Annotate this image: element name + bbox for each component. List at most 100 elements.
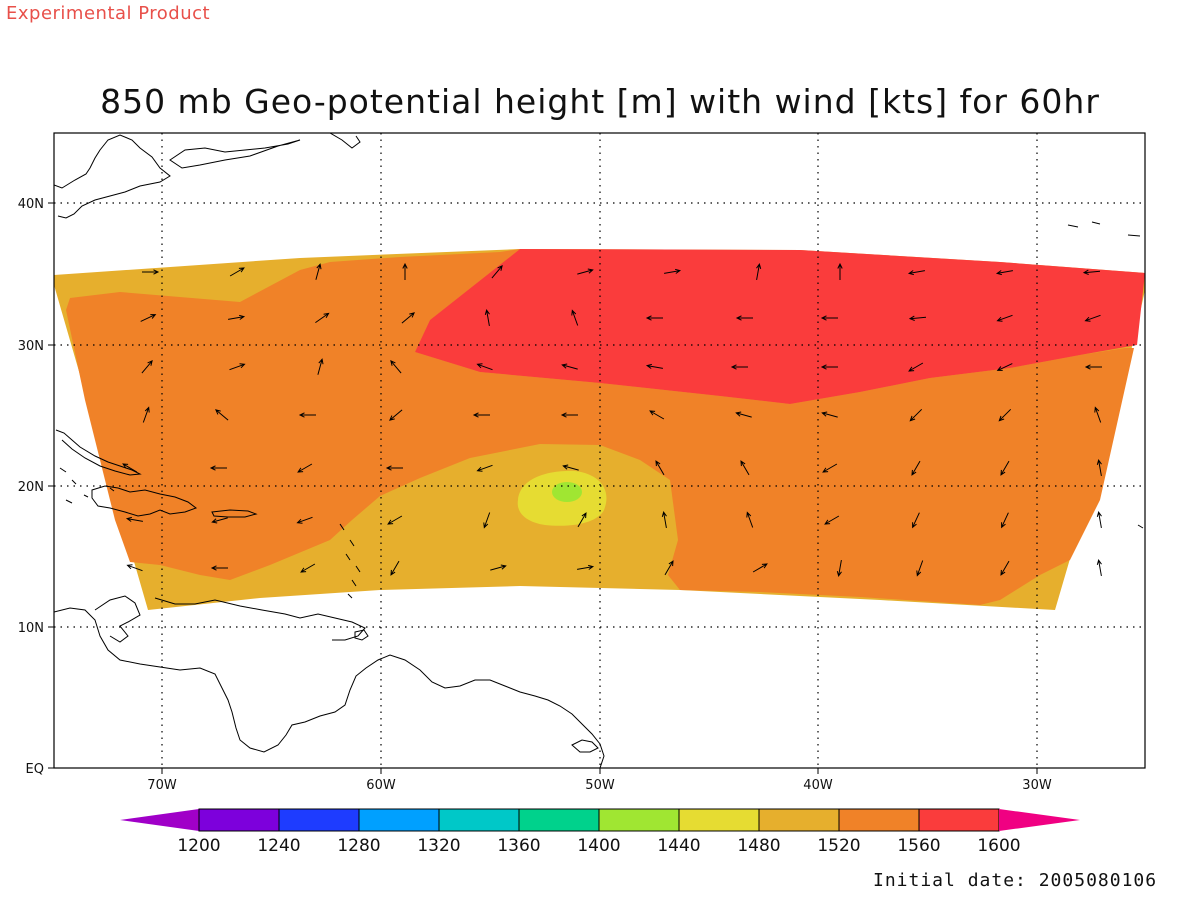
coastline-amazon-delta <box>571 739 599 753</box>
wind-arrow <box>484 308 490 326</box>
colorbar-label-1560: 1560 <box>897 836 940 856</box>
wind-arrow <box>822 463 838 473</box>
wind-arrow <box>571 309 579 326</box>
wind-arrow <box>210 565 228 571</box>
wind-arrow <box>476 363 493 371</box>
wind-arrow <box>908 315 927 321</box>
wind-arrow <box>837 262 843 280</box>
wind-arrow <box>315 263 322 280</box>
coastline-cape-verde <box>1137 524 1144 529</box>
colorbar-segment <box>598 808 680 832</box>
lat-label-40n: 40N <box>18 197 44 212</box>
wind-arrow <box>1096 558 1102 576</box>
colorbar-label-1320: 1320 <box>417 836 460 856</box>
wind-arrow <box>142 269 160 275</box>
colorbar-label-1200: 1200 <box>177 836 220 856</box>
wind-arrow <box>140 314 157 322</box>
wind-arrow <box>645 363 663 369</box>
colorbar-segment <box>758 808 840 832</box>
coastline-trinidad <box>354 629 369 641</box>
wind-arrow <box>664 560 674 576</box>
colorbar-label-1440: 1440 <box>657 836 700 856</box>
wind-arrow <box>907 270 925 276</box>
colorbar-segment <box>438 808 520 832</box>
wind-arrow <box>125 516 143 522</box>
wind-arrow <box>821 411 838 418</box>
wind-arrow <box>1001 512 1009 529</box>
wind-arrow <box>735 411 752 418</box>
wind-arrow <box>209 465 227 471</box>
wind-arrow <box>820 315 838 321</box>
colorbar-segment <box>518 808 600 832</box>
wind-arrow <box>752 563 768 573</box>
colorbar-label-1240: 1240 <box>257 836 300 856</box>
wind-arrow <box>560 412 578 418</box>
wind-arrow <box>730 364 748 370</box>
colorbar-label-1360: 1360 <box>497 836 540 856</box>
lon-labels: 70W 60W 50W 40W 30W <box>147 778 1052 793</box>
lon-label-70w: 70W <box>147 778 177 793</box>
wind-arrow <box>1000 460 1010 476</box>
wind-arrow <box>916 560 924 577</box>
colorbar-low-arrow <box>120 809 199 831</box>
wind-arrow <box>577 564 595 570</box>
coastline-nova-scotia <box>169 139 301 169</box>
wind-arrow <box>297 463 313 473</box>
colorbar-segment <box>838 808 920 832</box>
wind-arrow <box>577 512 587 528</box>
wind-arrow <box>1084 314 1101 322</box>
wind-arrow <box>746 511 754 528</box>
wind-arrow <box>995 270 1013 276</box>
coastline-north-america <box>54 134 171 219</box>
wind-arrow <box>1084 364 1102 370</box>
wind-arrow <box>215 409 229 421</box>
wind-arrow <box>142 406 150 423</box>
wind-arrow <box>998 408 1012 422</box>
wind-arrow <box>315 312 330 324</box>
coastline-venezuela-north <box>94 595 366 643</box>
wind-arrow <box>820 364 838 370</box>
wind-arrow <box>300 563 316 573</box>
wind-arrow <box>1096 510 1102 528</box>
wind-arrow <box>836 560 842 578</box>
wind-arrow <box>561 363 578 370</box>
colorbar-segment <box>198 808 280 832</box>
wind-arrow <box>1000 560 1010 576</box>
wind-arrow <box>740 460 750 476</box>
coastline-newfoundland <box>329 133 361 149</box>
colorbar-label-1520: 1520 <box>817 836 860 856</box>
coastline-lesser-antilles <box>339 523 361 599</box>
map-title: 850 mb Geo-potential height [m] with win… <box>100 82 1100 121</box>
colorbar-label-1280: 1280 <box>337 836 380 856</box>
wind-arrow <box>490 564 507 571</box>
lat-label-30n: 30N <box>18 339 44 354</box>
wind-arrow <box>228 314 246 320</box>
colorbar-label-1400: 1400 <box>577 836 620 856</box>
coastlines <box>54 133 1144 768</box>
coastline-puerto-rico <box>211 509 258 518</box>
wind-arrow <box>385 465 403 471</box>
lon-label-50w: 50W <box>585 778 615 793</box>
wind-arrow <box>912 512 920 529</box>
wind-arrow <box>402 262 408 280</box>
wind-arrow <box>911 460 921 476</box>
colorbar-segment <box>278 808 360 832</box>
wind-vectors <box>122 262 1102 578</box>
wind-arrow <box>996 314 1013 322</box>
wind-arrow <box>909 408 923 422</box>
colorbar-labels: 1200 1240 1280 1320 1360 1400 1440 1480 … <box>177 836 1020 856</box>
axis-ticks <box>48 202 1038 774</box>
wind-arrow <box>483 512 491 529</box>
wind-arrow <box>387 515 403 525</box>
coastline-hispaniola <box>91 485 198 517</box>
wind-arrow <box>229 267 245 277</box>
wind-arrow <box>996 363 1013 371</box>
contour-1440 <box>552 482 582 502</box>
wind-arrow <box>649 410 665 420</box>
wind-arrow <box>296 516 313 524</box>
colorbar-segment <box>918 808 1000 832</box>
colorbar-high-arrow <box>999 809 1080 831</box>
lon-label-30w: 30W <box>1022 778 1052 793</box>
coastline-azores <box>1067 221 1141 237</box>
